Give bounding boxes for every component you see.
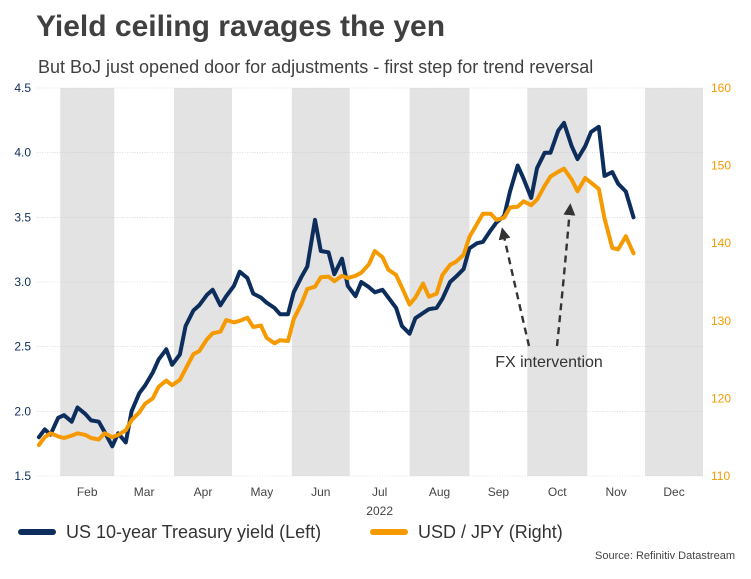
x-axis-tick-label: Aug [429,485,450,499]
chart-title: Yield ceiling ravages the yen [36,10,446,43]
chart-subtitle: But BoJ just opened door for adjustments… [38,57,594,77]
source-note: Source: Refinitiv Datastream [595,550,735,562]
left-axis-tick-label: 2.0 [14,404,31,418]
series-line-us10y [36,120,636,449]
x-axis-tick-label: Jun [311,485,330,499]
x-axis-tick-label: Sep [488,485,510,499]
x-axis-tick-label: Feb [77,485,98,499]
left-axis-tick-label: 4.0 [14,146,31,160]
x-axis-tick-label: Oct [548,485,567,499]
legend-label-yield: US 10-year Treasury yield (Left) [66,521,322,542]
x-axis-tick-label: Mar [134,485,155,499]
left-axis-tick-label: 4.5 [14,81,31,95]
legend-item-usdjpy: USD / JPY (Right) [370,521,563,543]
x-axis-tick-label: Jul [372,485,387,499]
annotation-fx-intervention: FX intervention [495,354,603,371]
x-axis-year-label: 2022 [366,504,393,518]
left-axis-tick-label: 3.0 [14,275,31,289]
right-axis-tick-label: 150 [711,159,731,173]
right-axis-tick-label: 110 [711,469,730,483]
legend-swatch-usdjpy [370,529,408,535]
legend-swatch-yield [18,529,56,535]
right-axis-tick-label: 140 [711,236,731,250]
x-axis-tick-label: Dec [663,485,684,499]
x-axis-tick-label: Apr [194,485,213,499]
left-axis-tick-label: 3.5 [14,210,31,224]
annotation-arrow-october [555,203,576,347]
x-axis-tick-label: May [251,485,274,499]
annotation-arrow-september [498,227,531,347]
left-axis-tick-label: 2.5 [14,340,31,354]
right-axis-tick-label: 160 [711,81,731,95]
left-axis-tick-label: 1.5 [14,469,31,483]
x-axis-tick-label: Nov [605,485,626,499]
series-line-usdjpy [36,166,636,447]
shade-band-dec [645,88,703,476]
legend-item-yield: US 10-year Treasury yield (Left) [18,521,321,543]
right-axis-tick-label: 120 [711,391,731,405]
right-axis-tick-label: 130 [711,314,731,328]
legend-label-usdjpy: USD / JPY (Right) [418,521,563,542]
